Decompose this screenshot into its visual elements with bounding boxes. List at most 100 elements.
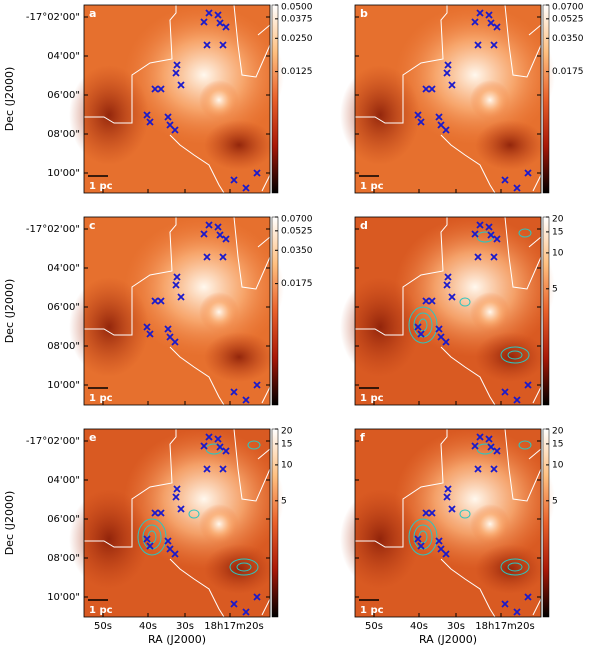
x-axis-title: RA (J2000) (419, 633, 477, 646)
y-tick-label: 04'00" (47, 51, 80, 62)
contour (188, 509, 200, 519)
source-marker (428, 85, 436, 93)
region-boundary (355, 428, 542, 618)
source-marker (200, 442, 208, 450)
source-marker (435, 325, 443, 333)
colorbar-tick-label: 5 (552, 284, 558, 294)
source-marker (177, 81, 185, 89)
source-marker (253, 381, 261, 389)
map-dark (340, 277, 420, 377)
y-axis-title: Dec (J2000) (3, 491, 16, 556)
y-tick-label: 08'00" (47, 341, 80, 352)
source-marker (143, 323, 151, 331)
source-marker (157, 297, 165, 305)
source-marker (501, 176, 509, 184)
contour (408, 518, 438, 556)
source-marker (205, 221, 213, 229)
y-tick-label: 08'00" (47, 129, 80, 140)
colorbar-tick-label: 20 (552, 427, 564, 437)
source-marker (219, 465, 227, 473)
colorbar (271, 216, 279, 406)
map-glow (395, 5, 555, 145)
map-glow (124, 217, 284, 357)
source-marker (435, 113, 443, 121)
contour (518, 440, 532, 450)
panel-label: e (89, 431, 96, 444)
frame (354, 216, 542, 406)
contour (500, 346, 530, 364)
source-marker (143, 535, 151, 543)
source-marker (164, 113, 172, 121)
source-marker (422, 85, 430, 93)
scale-bar-label: 1 pc (360, 605, 384, 616)
panel: d 1 pc (340, 216, 555, 406)
frame (83, 216, 271, 406)
source-marker (230, 388, 238, 396)
source-marker (200, 230, 208, 238)
source-marker (177, 293, 185, 301)
x-tick-label: 50s (365, 621, 383, 632)
y-tick-label: 04'00" (47, 263, 80, 274)
source-marker (205, 433, 213, 441)
panel: c 1 pc (69, 216, 284, 406)
source-marker (442, 550, 450, 558)
frame (354, 4, 542, 194)
source-marker (417, 330, 425, 338)
region-boundary (84, 428, 271, 618)
source-marker (471, 442, 479, 450)
source-marker (435, 537, 443, 545)
colorbar-tick-label: 20 (281, 427, 293, 437)
source-marker (173, 61, 181, 69)
frame (83, 4, 271, 194)
contour (500, 558, 530, 576)
source-marker (242, 396, 250, 404)
map-glow (395, 217, 555, 357)
colorbar-tick-label: 0.0250 (281, 34, 313, 44)
map-glow (199, 504, 239, 544)
x-tick-label: 18h17m20s (204, 621, 263, 632)
source-marker (164, 325, 172, 333)
source-marker (214, 223, 222, 231)
contour (459, 509, 471, 519)
source-marker (443, 69, 451, 77)
source-marker (222, 235, 230, 243)
y-tick-label: -17°02'00" (26, 12, 80, 23)
source-marker (487, 19, 495, 27)
source-marker (443, 493, 451, 501)
map-dark (340, 65, 420, 165)
scale-bar-label: 1 pc (89, 181, 113, 192)
colorbar-tick-label: 0.0125 (281, 67, 313, 77)
source-marker (222, 23, 230, 31)
colorbar-tick-label: 0.0525 (552, 14, 584, 24)
source-marker (253, 593, 261, 601)
map-dark (69, 489, 149, 589)
x-tick-label: 40s (410, 621, 428, 632)
source-marker (173, 273, 181, 281)
source-marker (485, 223, 493, 231)
source-marker (513, 396, 521, 404)
source-marker (448, 505, 456, 513)
source-marker (442, 126, 450, 134)
map-dark (340, 489, 420, 589)
source-marker (203, 253, 211, 261)
source-marker (146, 118, 154, 126)
source-marker (448, 81, 456, 89)
source-marker (157, 509, 165, 517)
map-dark (475, 332, 545, 382)
source-marker (474, 41, 482, 49)
colorbar-tick-label: 0.0500 (281, 3, 313, 13)
panel-label: b (360, 7, 368, 20)
panel: f 1 pc (340, 428, 555, 618)
source-marker (214, 435, 222, 443)
scale-bar-label: 1 pc (89, 393, 113, 404)
colorbar-tick-label: 20 (552, 215, 564, 225)
source-marker (474, 253, 482, 261)
source-marker (222, 447, 230, 455)
map-glow (470, 292, 510, 332)
source-marker (513, 608, 521, 616)
region-boundary (355, 216, 542, 406)
colorbar (542, 4, 550, 194)
source-marker (444, 485, 452, 493)
source-marker (414, 111, 422, 119)
source-marker (471, 230, 479, 238)
